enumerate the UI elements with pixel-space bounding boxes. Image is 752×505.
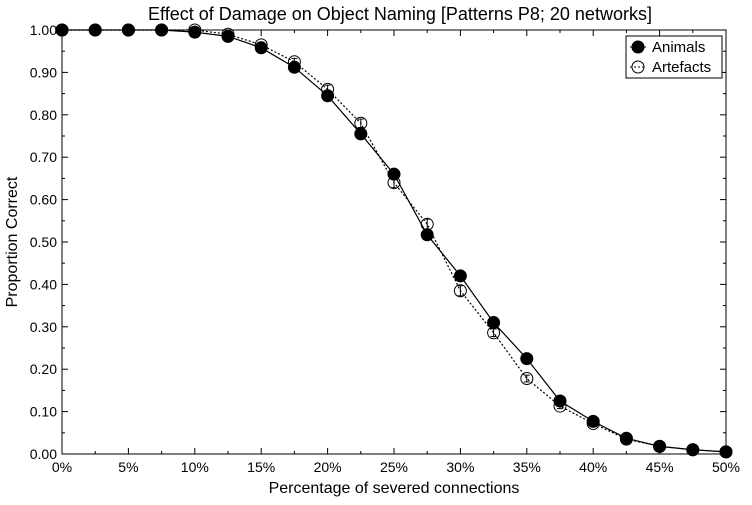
artefacts-point (55, 23, 69, 37)
animals-point (520, 352, 534, 366)
x-tick-label: 40% (579, 459, 607, 475)
artefacts-point (354, 116, 368, 130)
x-tick-label: 10% (181, 459, 209, 475)
y-tick-label: 0.40 (30, 276, 57, 292)
animals-series-line (62, 29, 727, 453)
artefacts-point (619, 432, 633, 446)
artefacts-point (686, 443, 700, 457)
y-tick-label: 0.30 (30, 319, 57, 335)
plot-area: 0% 5% 10% 15% 20% 25% 30% 35% 40% 45% 50% 0.00 0.10 0… (30, 22, 740, 475)
artefacts-point (121, 23, 135, 37)
x-tick-label: 50% (712, 459, 740, 475)
artefacts-point (487, 326, 501, 340)
legend-animals-marker (631, 40, 645, 54)
x-tick-label: 25% (380, 459, 408, 475)
artefacts-point (553, 399, 567, 413)
artefacts-point (287, 55, 301, 69)
legend-artefacts-label: Artefacts (652, 59, 711, 76)
legend-artefacts-marker (631, 60, 645, 74)
artefacts-point (221, 27, 235, 41)
x-tick-label: 35% (513, 459, 541, 475)
legend-animals-label: Animals (652, 39, 705, 56)
animals-point (453, 269, 467, 283)
artefacts-point (420, 217, 434, 231)
y-tick-label: 0.90 (30, 64, 57, 80)
artefacts-point (188, 23, 202, 37)
x-tick-label: 30% (446, 459, 474, 475)
artefacts-point (321, 82, 335, 96)
artefacts-point (88, 23, 102, 37)
x-tick-label: 0% (52, 459, 72, 475)
x-tick-label: 5% (118, 459, 138, 475)
x-tick-label: 15% (247, 459, 275, 475)
y-tick-label: 0.00 (30, 446, 57, 462)
artefacts-point (719, 445, 733, 459)
x-tick-label: 45% (646, 459, 674, 475)
artefacts-point (520, 372, 534, 386)
plot-frame (61, 29, 727, 455)
y-tick-label: 0.80 (30, 107, 57, 123)
y-tick-label: 0.20 (30, 361, 57, 377)
artefacts-point (254, 38, 268, 52)
x-tick-label: 20% (314, 459, 342, 475)
artefacts-series-line (62, 29, 727, 453)
artefacts-point (387, 176, 401, 190)
y-axis-label: Proportion Correct (4, 176, 21, 307)
artefacts-point (653, 439, 667, 453)
artefacts-point (586, 416, 600, 430)
y-tick-label: 0.60 (30, 192, 57, 208)
artefacts-point (155, 23, 169, 37)
y-tick-label: 0.10 (30, 404, 57, 420)
artefacts-point (453, 284, 467, 298)
x-axis-label: Percentage of severed connections (269, 480, 520, 497)
y-tick-label: 0.70 (30, 149, 57, 165)
y-tick-label: 1.00 (30, 22, 57, 38)
y-tick-label: 0.50 (30, 234, 57, 250)
chart-title: Effect of Damage on Object Naming [Patte… (148, 4, 652, 24)
legend: Animals Artefacts (625, 35, 723, 79)
